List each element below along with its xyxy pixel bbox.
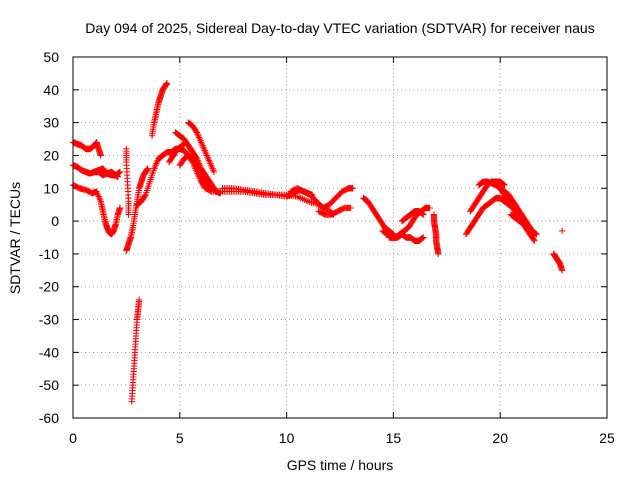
data-point — [349, 185, 357, 192]
series-track-i — [148, 80, 171, 139]
data-point — [163, 80, 171, 87]
data-point — [114, 173, 122, 180]
data-point — [144, 165, 151, 172]
data-point — [532, 230, 539, 237]
data-point — [501, 181, 508, 189]
data-point — [206, 185, 213, 192]
grid-lines — [73, 57, 607, 418]
series-track-t — [385, 231, 427, 244]
y-tick-label: 10 — [43, 180, 59, 196]
data-point — [419, 234, 426, 242]
data-point — [192, 161, 200, 168]
axis-ticks — [72, 56, 608, 419]
series-track-l — [176, 152, 213, 192]
y-axis-label: SDTVAR / TECUs — [7, 182, 23, 294]
data-point — [530, 236, 537, 243]
chart-title: Day 094 of 2025, Sidereal Day-to-day VTE… — [85, 20, 594, 36]
data-point — [533, 231, 540, 238]
y-tick-label: 50 — [43, 49, 59, 65]
y-tick-label: -20 — [39, 279, 59, 295]
data-point — [141, 192, 149, 200]
y-tick-label: 40 — [43, 82, 59, 98]
x-tick-label: 5 — [176, 430, 184, 446]
data-point — [97, 152, 104, 159]
data-point — [192, 128, 200, 135]
data-point — [125, 211, 132, 218]
data-point — [347, 204, 354, 212]
series-track-c — [69, 181, 124, 238]
x-tick-label: 10 — [279, 430, 295, 446]
data-point — [426, 204, 433, 212]
x-tick-label: 25 — [599, 430, 615, 446]
series-track-g — [128, 296, 143, 405]
data-point — [500, 181, 507, 188]
series-track-cc — [558, 227, 566, 235]
y-tick-label: 0 — [51, 213, 59, 229]
series-track-e — [123, 165, 151, 254]
series-track-d — [91, 168, 122, 180]
data-point — [420, 234, 427, 241]
series-track-v — [430, 211, 442, 258]
x-axis-label: GPS time / hours — [287, 457, 394, 473]
series-track-aa — [507, 211, 540, 238]
x-tick-label: 15 — [386, 430, 402, 446]
data-point — [419, 210, 426, 218]
data-point — [116, 168, 124, 176]
series-track-p — [287, 185, 357, 212]
data-point — [558, 267, 566, 274]
data-points — [69, 80, 566, 405]
series-track-u — [398, 208, 427, 225]
data-point — [210, 168, 218, 176]
y-tick-label: -30 — [39, 312, 59, 328]
data-point — [531, 237, 538, 244]
series-track-q — [315, 204, 354, 218]
series-track-m — [185, 119, 218, 176]
series-track-b — [69, 162, 124, 179]
data-point — [116, 169, 123, 176]
data-point — [418, 235, 426, 242]
series-track-r — [360, 194, 397, 238]
y-tick-label: 20 — [43, 147, 59, 163]
y-tick-label: -40 — [39, 344, 59, 360]
y-tick-label: -50 — [39, 377, 59, 393]
y-tick-label: -10 — [39, 246, 59, 262]
y-tick-label: 30 — [43, 115, 59, 131]
plot-frame — [72, 56, 608, 419]
tick-labels: 0 5 10 15 20 25 50 40 30 20 10 0 -10 -20 -30 -40 -50 -60 — [39, 49, 615, 446]
series-track-f — [123, 145, 132, 218]
x-tick-label: 0 — [69, 430, 77, 446]
data-point — [116, 204, 124, 212]
data-point — [418, 210, 426, 217]
data-point — [499, 180, 507, 188]
y-tick-label: -60 — [39, 410, 59, 426]
x-tick-label: 20 — [492, 430, 508, 446]
data-point — [435, 250, 442, 258]
series-track-bb — [550, 250, 566, 274]
data-point — [420, 211, 427, 218]
data-point — [205, 183, 213, 191]
data-point — [558, 227, 566, 235]
data-point — [136, 296, 143, 304]
data-point — [531, 229, 539, 237]
